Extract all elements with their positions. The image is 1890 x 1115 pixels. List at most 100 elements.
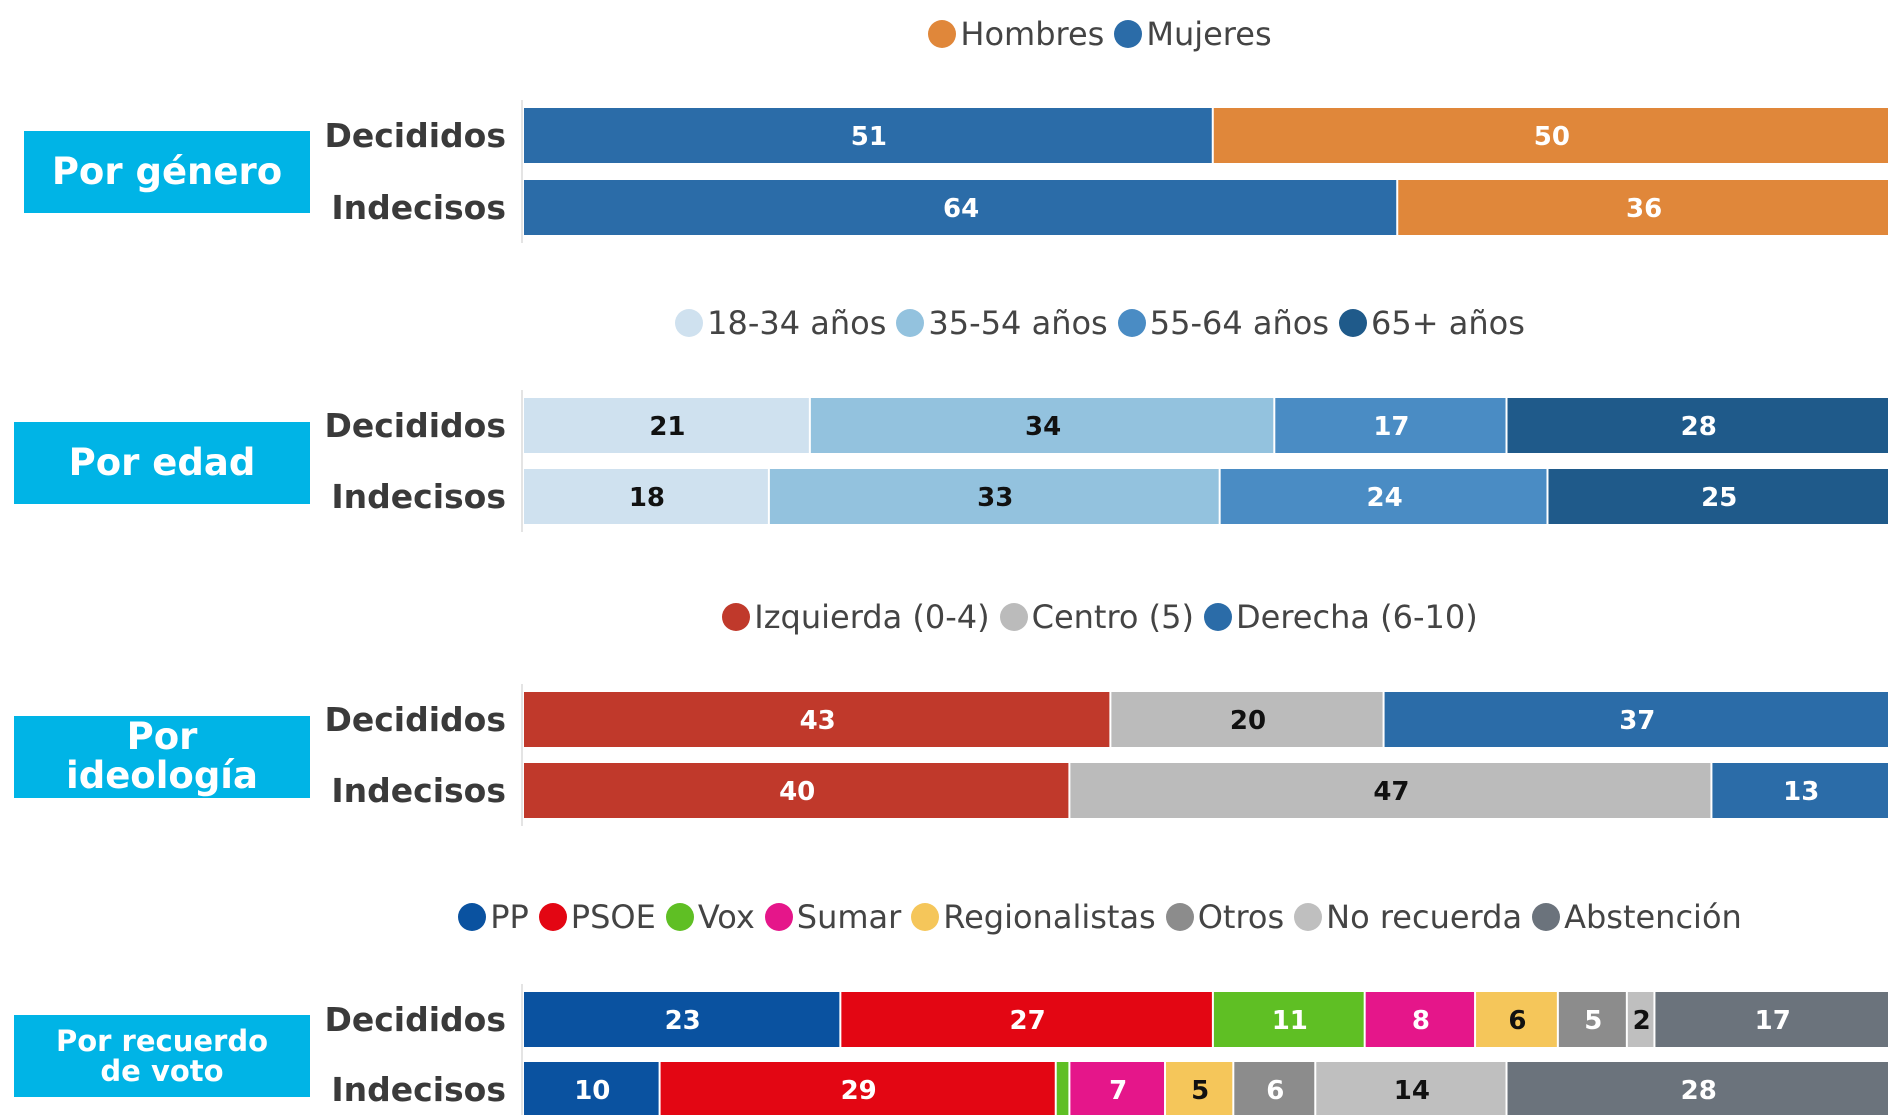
value-label: 43 [800,706,836,736]
category-label: Decididos [324,116,506,155]
value-label: 36 [1626,194,1662,224]
legend-swatch [675,309,704,337]
legend-swatch [1532,903,1561,931]
bar-segment [524,763,1069,818]
bar-segment [1275,398,1506,453]
bar-segment [524,108,1212,163]
legend-item: No recuerda [1294,898,1522,936]
value-label: 50 [1534,122,1570,152]
value-label: 24 [1366,483,1402,513]
value-label: 37 [1619,706,1655,736]
legend-item: Abstención [1532,898,1742,936]
value-label: 2 [1633,1006,1651,1036]
value-label: 64 [943,194,979,224]
legend-swatch [928,20,957,48]
legend-swatch [722,603,751,631]
category-label: Decididos [324,406,506,445]
bar-segment [524,1062,659,1115]
bar-segment [1548,469,1888,524]
value-label: 28 [1681,412,1717,442]
value-label: 20 [1230,706,1266,736]
value-label: 51 [851,122,887,152]
section-title: Por edad [14,422,310,504]
legend-label: No recuerda [1326,898,1523,936]
bar-segment [524,692,1110,747]
legend-swatch [1117,309,1146,337]
value-label: 17 [1373,412,1409,442]
legend-swatch [1114,20,1143,48]
value-label: 21 [649,412,685,442]
bar-segment [810,398,1274,453]
value-label: 40 [779,777,815,807]
legend-item: PP [458,898,529,936]
section-title: Por recuerdo de voto [14,1015,310,1097]
legend-swatch [458,903,487,931]
bar-segment [1111,692,1383,747]
legend-label: 65+ años [1371,304,1525,342]
category-label: Indecisos [331,771,506,810]
bar-segment [524,398,809,453]
bar-segment [1655,992,1888,1047]
bar-segment [1712,763,1888,818]
value-label: 8 [1412,1006,1430,1036]
value-label: 5 [1191,1076,1209,1106]
value-label: 10 [574,1076,610,1106]
bar-segment [1384,692,1888,747]
legend-label: PSOE [570,898,656,936]
legend: Izquierda (0-4) Centro (5) Derecha (6-10) [310,597,1890,637]
category-label: Indecisos [331,188,506,227]
bar-segment [1213,992,1364,1047]
bar-segment [1070,1062,1165,1115]
legend-label: Otros [1197,898,1285,936]
legend-swatch [999,603,1028,631]
legend: 18-34 años 35-54 años 55-64 años 65+ años [310,303,1890,343]
value-label: 14 [1394,1076,1430,1106]
value-label: 47 [1373,777,1409,807]
legend-swatch [1204,603,1232,631]
category-label: Decididos [324,1000,506,1039]
value-label: 13 [1783,777,1819,807]
legend-label: Regionalistas [943,898,1156,936]
legend-label: PP [490,898,529,936]
bar-segment [1476,992,1557,1047]
legend-label: Centro (5) [1031,598,1194,636]
bar-segment [1220,469,1547,524]
bar-segment [769,469,1219,524]
bar-segment [1070,763,1711,818]
legend-label: Abstención [1564,898,1742,936]
legend-item: Regionalistas [911,898,1156,936]
bar-segment [1507,398,1888,453]
legend-item: Otros [1165,898,1285,936]
value-label: 28 [1681,1076,1717,1106]
legend-item: 65+ años [1339,304,1525,342]
bar-segment [1365,992,1475,1047]
category-label: Indecisos [331,1070,506,1109]
bar-segment [1166,1062,1233,1115]
legend-item: Derecha (6-10) [1204,598,1478,636]
legend-swatch [896,309,925,337]
value-label: 29 [841,1076,877,1106]
value-label: 23 [665,1006,701,1036]
legend-item: Vox [665,898,755,936]
legend-swatch [1294,903,1323,931]
legend-swatch [665,903,694,931]
bar-segment [524,992,840,1047]
bar-segment [524,469,768,524]
value-label: 7 [1109,1076,1127,1106]
value-label: 25 [1701,483,1737,513]
legend-item: Centro (5) [999,598,1194,636]
category-label: Indecisos [331,477,506,516]
bar-segment [1234,1062,1315,1115]
legend: PP PSOE Vox Sumar Regionalistas Otros No recue… [310,897,1890,937]
section-title: Por ideología [14,716,310,798]
value-label: 33 [977,483,1013,513]
value-label: 11 [1272,1006,1308,1036]
bar-segment [1056,1062,1069,1115]
legend-swatch [1165,903,1194,931]
bar-segment [841,992,1212,1047]
bar-segment [1627,992,1654,1047]
value-label: 5 [1584,1006,1602,1036]
legend-item: PSOE [538,898,656,936]
